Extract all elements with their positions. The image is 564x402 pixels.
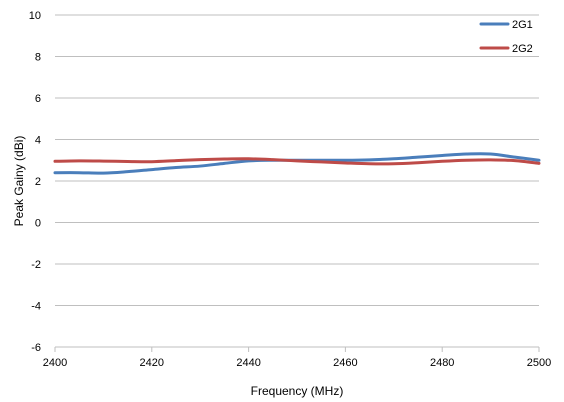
series-line-2G2: [53, 157, 541, 166]
x-axis-title: Frequency (MHz): [251, 384, 344, 398]
y-tick-label: 0: [35, 218, 41, 230]
y-tick-label: 10: [29, 10, 41, 22]
series-line-2G1: [53, 152, 541, 175]
y-tick-label: -2: [31, 259, 41, 271]
legend-label-2G1: 2G1: [512, 19, 533, 31]
y-axis-title: Peak Gainy (dBi): [12, 136, 26, 227]
y-tick-label: 4: [35, 135, 41, 147]
x-axis-ticks: 2400 2420 2440 2460 2480 2500: [43, 347, 551, 369]
legend: 2G1 2G2: [479, 19, 533, 55]
y-tick-label: -4: [31, 301, 41, 313]
x-tick-label: 2480: [430, 357, 454, 369]
x-tick-label: 2420: [140, 357, 164, 369]
series-lines: [53, 152, 541, 175]
x-tick-label: 2500: [527, 357, 551, 369]
x-tick-label: 2440: [236, 357, 260, 369]
y-tick-label: -6: [31, 342, 41, 354]
y-tick-label: 8: [35, 52, 41, 64]
x-tick-label: 2400: [43, 357, 67, 369]
gridlines: [55, 14, 539, 306]
legend-label-2G2: 2G2: [512, 43, 533, 55]
y-tick-label: 2: [35, 176, 41, 188]
x-tick-label: 2460: [333, 357, 357, 369]
y-tick-label: 6: [35, 93, 41, 105]
y-axis-ticks: -6 -4 -2 0 2 4 6 8 10: [29, 10, 41, 354]
